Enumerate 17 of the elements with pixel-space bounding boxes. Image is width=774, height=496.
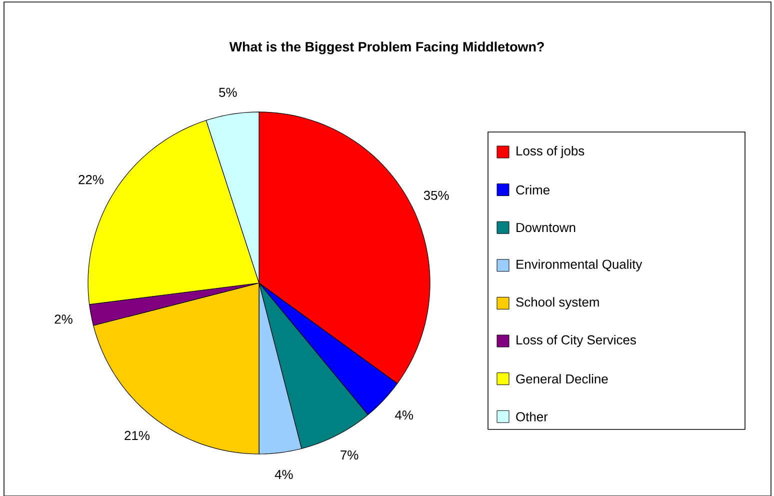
legend-label: General Decline — [516, 374, 608, 384]
data-label: 35% — [424, 190, 449, 200]
legend-label: Loss of jobs — [516, 146, 584, 158]
chart-title: What is the Biggest Problem Facing Middletown? — [229, 42, 544, 54]
legend-label: School system — [516, 296, 599, 310]
legend-label: Loss of City Services — [516, 334, 636, 347]
data-label: 5% — [219, 88, 237, 97]
data-label: 2% — [54, 314, 72, 324]
legend-label: Environmental Quality — [516, 259, 642, 272]
data-label: 7% — [340, 450, 358, 460]
legend-label: Downtown — [516, 222, 576, 232]
legend-label: Crime — [516, 184, 550, 194]
data-label: 4% — [395, 410, 414, 420]
data-label: 4% — [274, 470, 293, 479]
legend-label: Other — [516, 412, 548, 422]
data-label: 21% — [124, 430, 150, 440]
data-label: 22% — [78, 174, 104, 184]
